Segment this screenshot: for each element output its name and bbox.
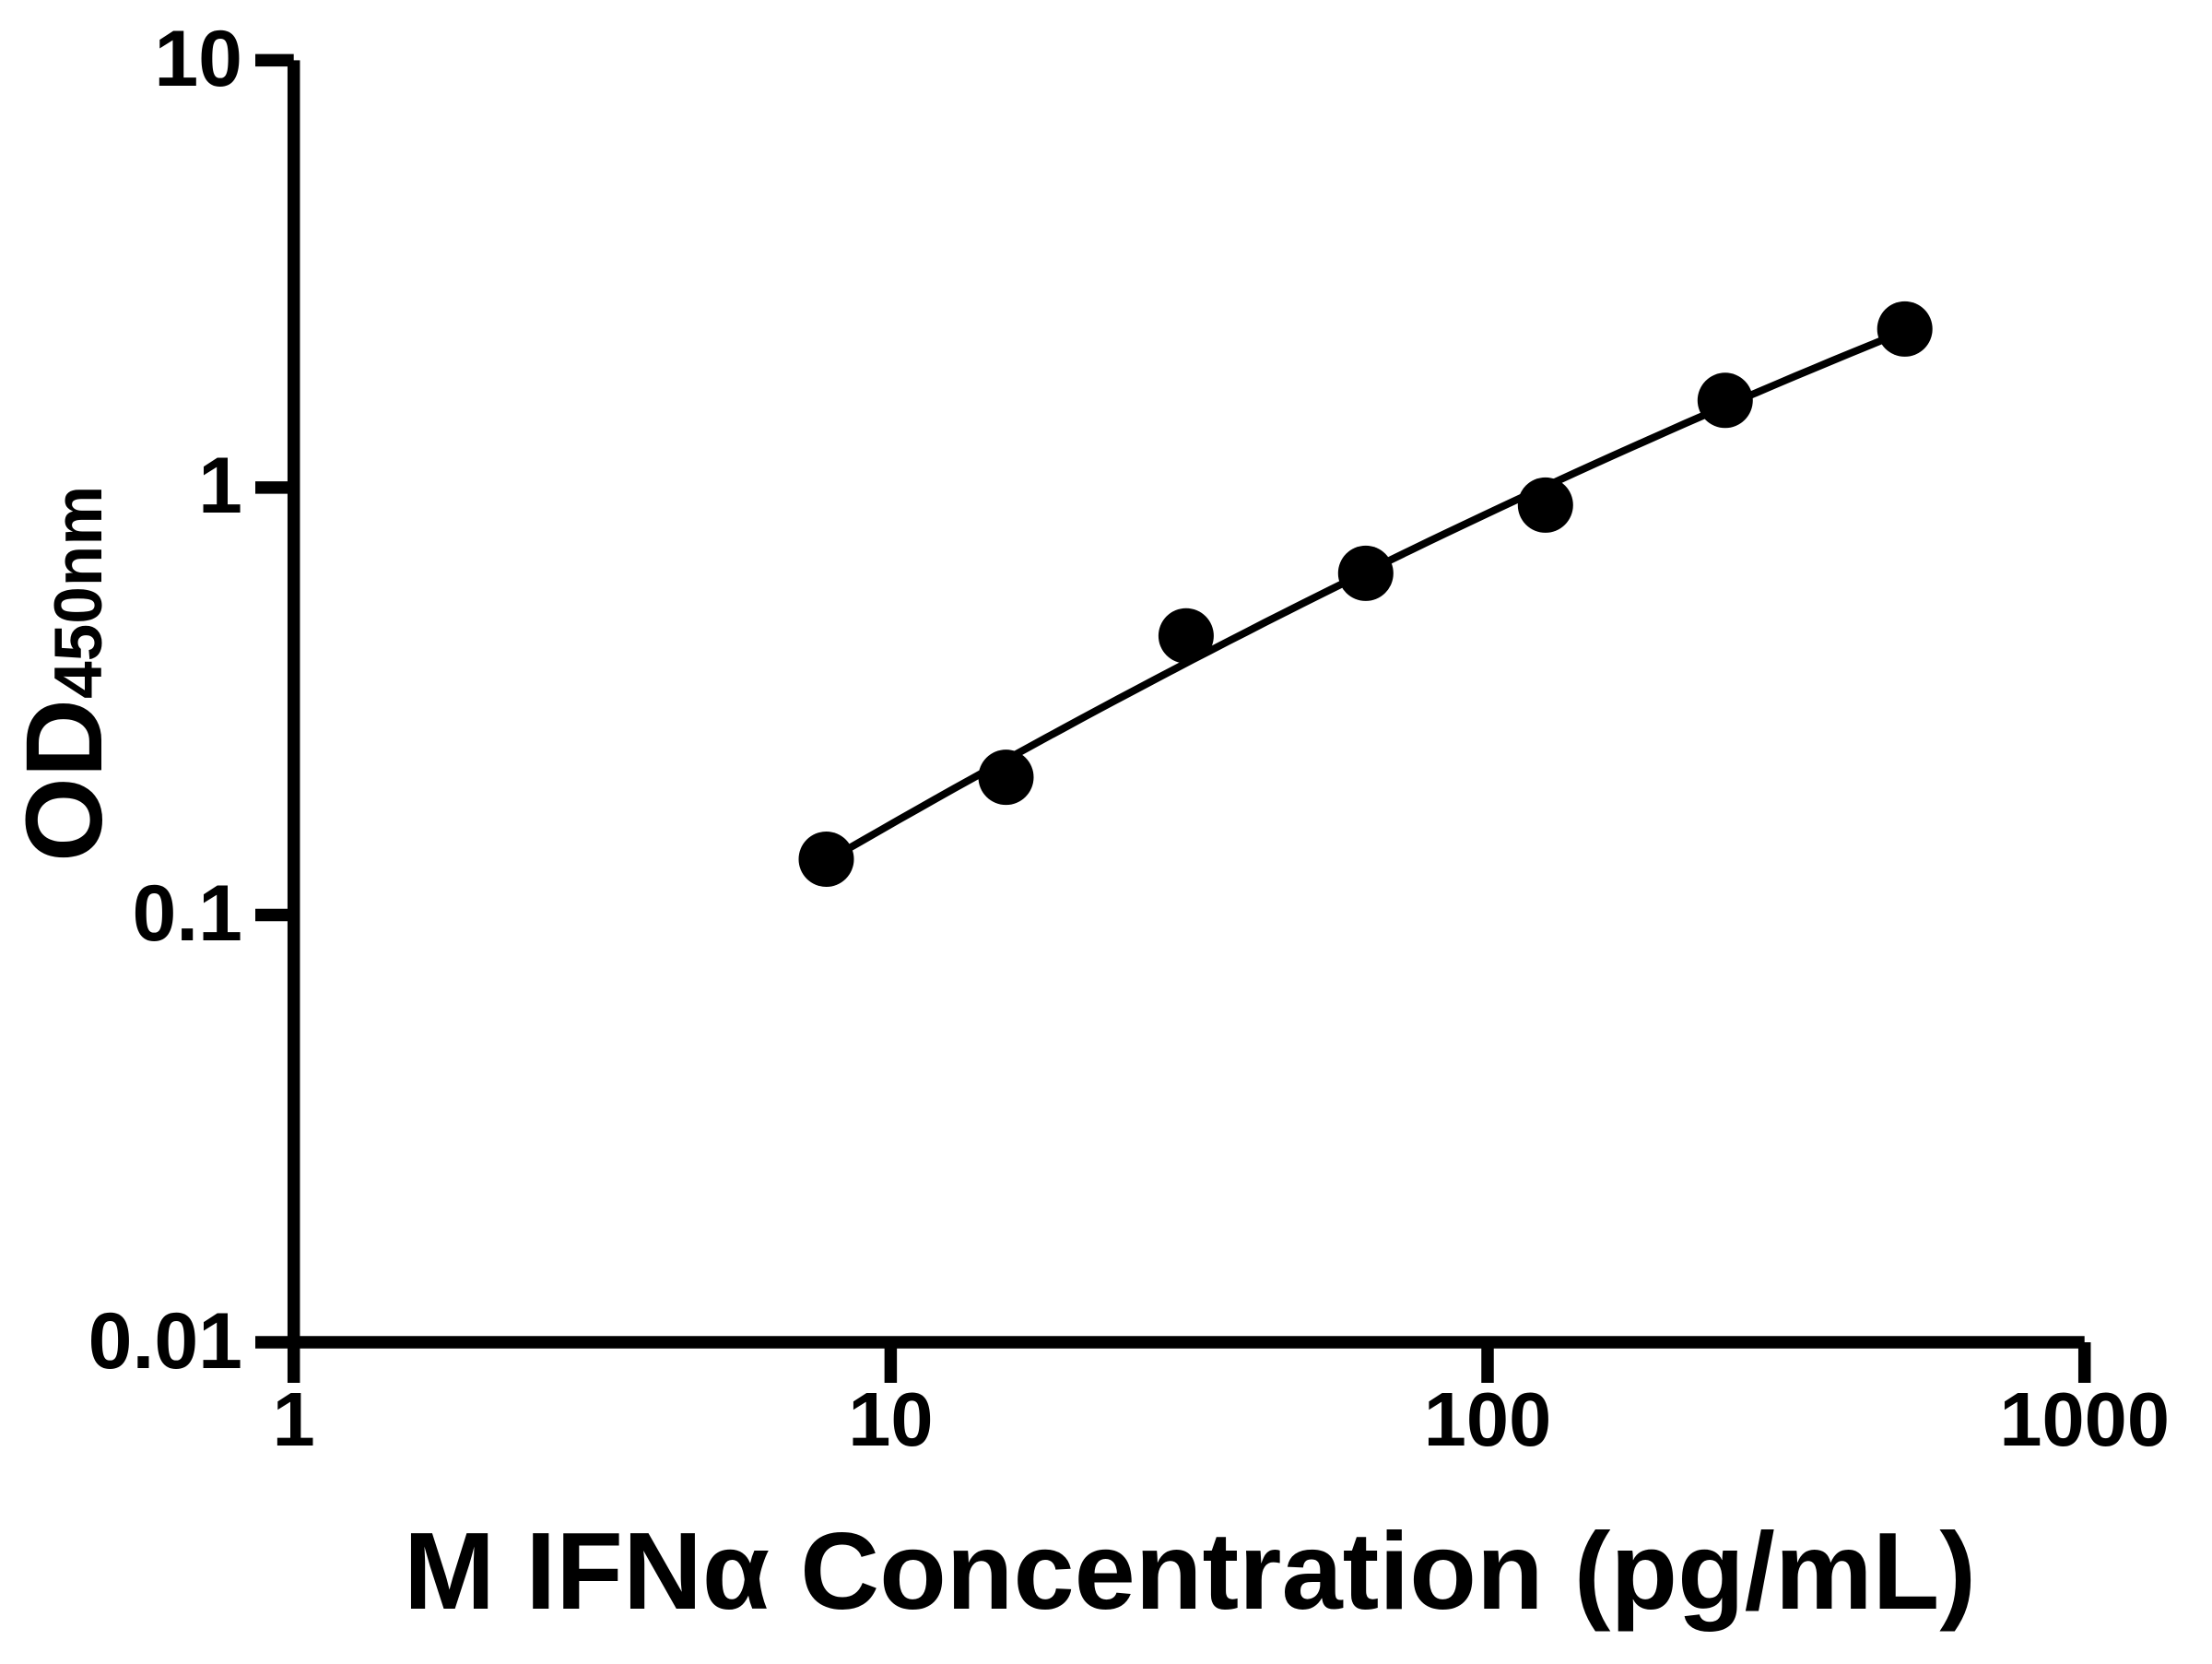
svg-text:0.1: 0.1 bbox=[132, 869, 242, 958]
svg-text:M IFNα Concentration (pg/mL): M IFNα Concentration (pg/mL) bbox=[404, 1510, 1976, 1633]
svg-text:100: 100 bbox=[1424, 1376, 1551, 1462]
svg-text:0.01: 0.01 bbox=[88, 1297, 242, 1386]
svg-text:1: 1 bbox=[198, 442, 242, 530]
svg-text:OD450nm: OD450nm bbox=[4, 486, 125, 862]
svg-text:1: 1 bbox=[273, 1376, 315, 1462]
svg-text:1000: 1000 bbox=[1999, 1376, 2170, 1462]
svg-text:10: 10 bbox=[848, 1376, 933, 1462]
svg-text:10: 10 bbox=[154, 15, 242, 103]
